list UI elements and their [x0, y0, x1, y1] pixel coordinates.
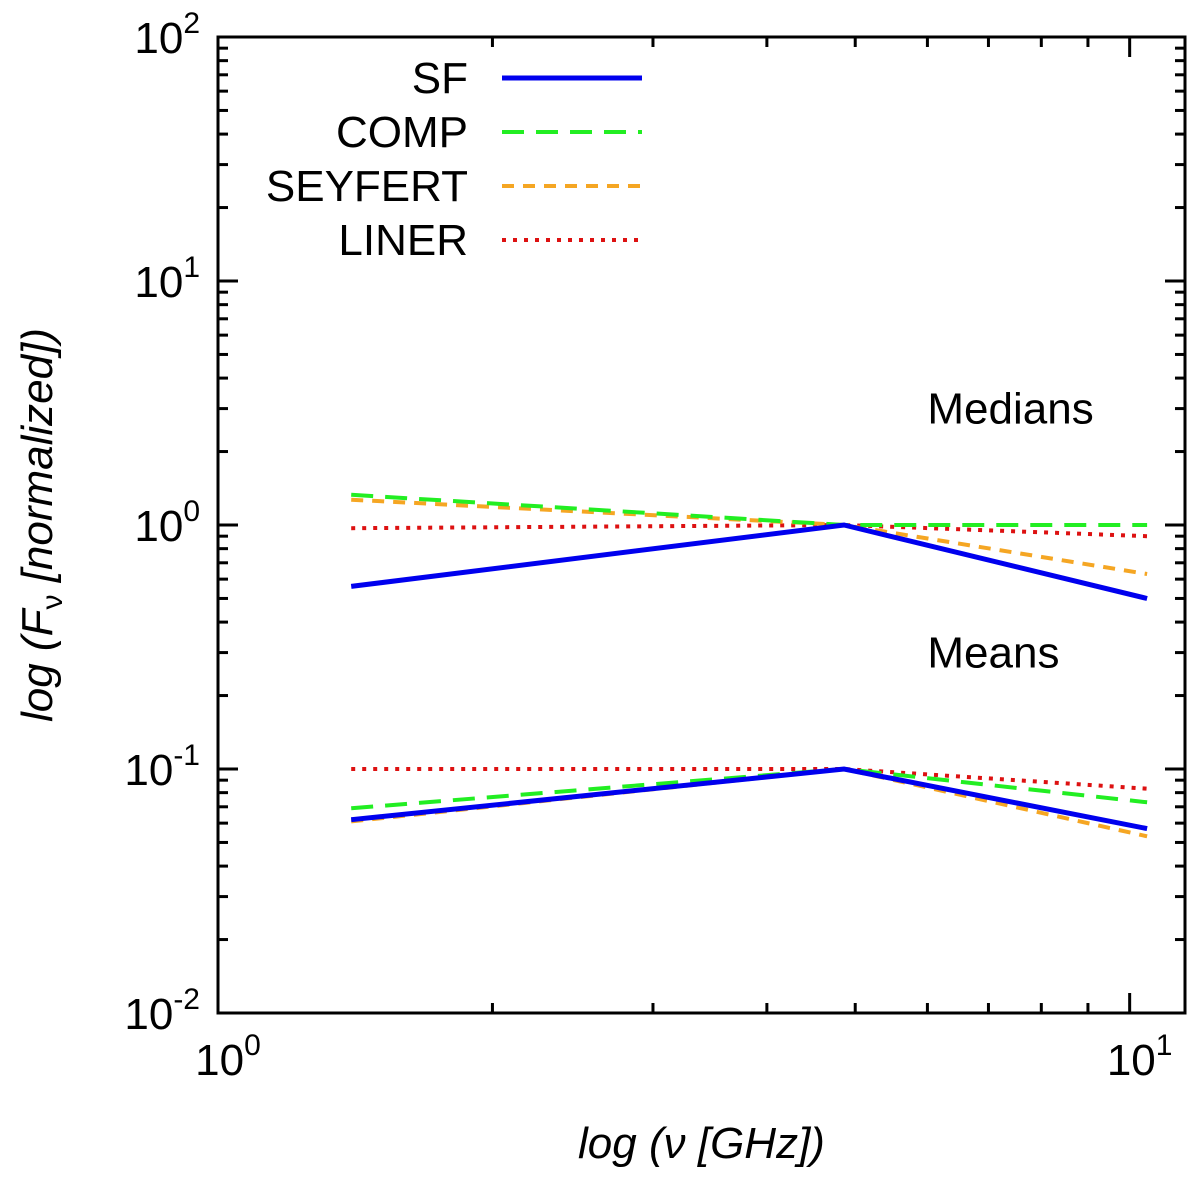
series-line-means-sf [350, 766, 1148, 832]
plot-frame [216, 35, 1187, 1015]
x-axis-label: log (ν [GHz]) [578, 1119, 825, 1168]
y-tick-label: 102 [134, 7, 200, 63]
y-tick-label: 100 [134, 495, 200, 551]
x-tick-label: 100 [195, 1029, 261, 1085]
series-line-means-seyfert [350, 766, 1148, 839]
x-tick-label: 101 [1107, 1029, 1173, 1085]
series-lines [350, 492, 1148, 839]
y-tick-label: 10-2 [124, 983, 200, 1039]
tick-labels: 10-2 10-1 100 101 102 100 101 [124, 7, 1172, 1085]
legend: SF COMP SEYFERT LINER [266, 54, 642, 265]
series-line-means-liner [351, 767, 1148, 791]
y-axis-label: log (Fν [normalized]) [13, 328, 69, 722]
series-line-medians-comp [351, 492, 1148, 527]
series-line-means-comp [351, 766, 1148, 811]
series-line-medians-liner [351, 522, 1148, 539]
legend-label-liner: LINER [338, 216, 468, 265]
legend-label-seyfert: SEYFERT [266, 162, 468, 211]
annotation-means: Means [927, 629, 1059, 678]
legend-label-comp: COMP [336, 108, 468, 157]
legend-label-sf: SF [412, 54, 468, 103]
y-tick-label: 101 [134, 251, 200, 307]
y-tick-label: 10-1 [124, 739, 200, 795]
series-line-medians-sf [350, 522, 1148, 601]
annotations: Medians Means [927, 385, 1093, 678]
annotation-medians: Medians [927, 385, 1093, 434]
